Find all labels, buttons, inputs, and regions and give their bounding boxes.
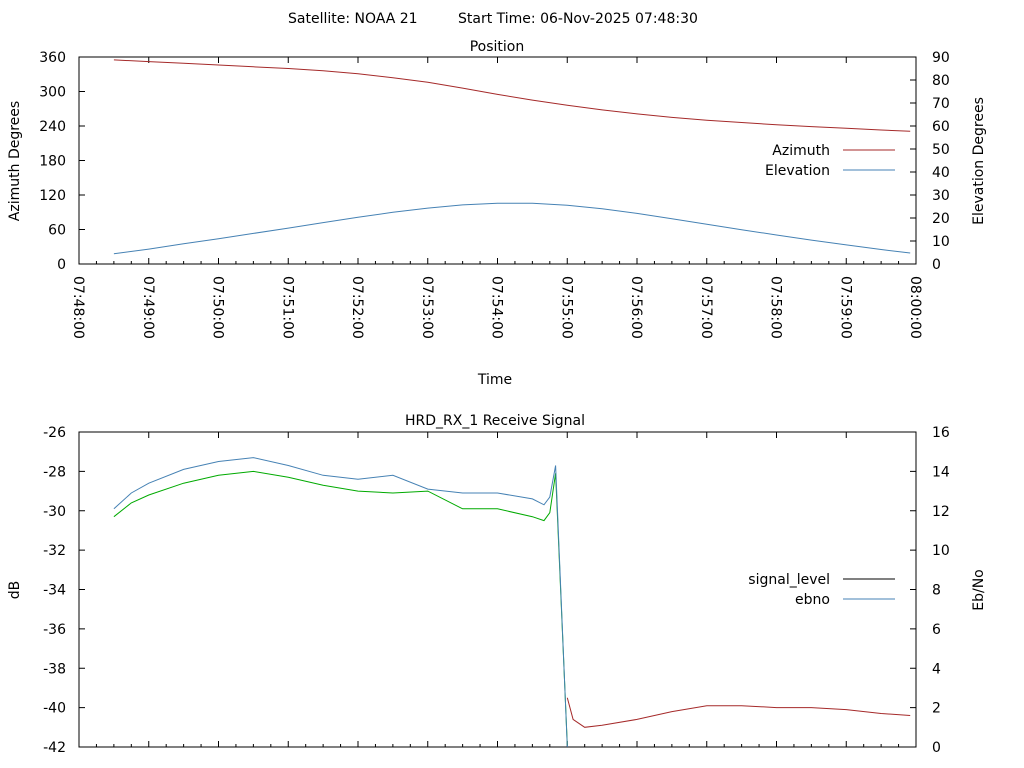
x-tick-label: 07:58:00 [768,276,784,339]
satellite-label: Satellite: NOAA 21 [288,11,418,27]
y-left-tick-label: 360 [39,50,66,66]
position-plot-frame [78,56,917,265]
y-right-tick-label: 8 [932,583,941,599]
receive-signal-plot-frame [78,431,917,748]
x-tick-label: 07:52:00 [349,276,365,339]
azimuth-line [113,59,911,132]
receive-signal-chart-title: HRD_RX_1 Receive Signal [405,413,585,429]
position-chart-title: Position [470,39,525,55]
y-right-tick-label: 0 [932,740,941,756]
x-tick-label: 07:56:00 [628,276,644,339]
y-left-tick-label: 60 [48,223,66,239]
y-right-tick-label: 14 [932,464,950,480]
position-chart: Position Azimuth Degrees Elevation Degre… [7,39,987,388]
db-axis-label: dB [7,581,23,600]
y-left-tick-label: -26 [43,425,66,441]
start-time-label: Start Time: 06-Nov-2025 07:48:30 [458,11,698,27]
legend-label-azimuth: Azimuth [772,143,830,159]
x-tick-label: 07:51:00 [279,276,295,339]
ebno-line [113,457,568,748]
elevation-axis-label: Elevation Degrees [971,97,987,225]
x-tick-label: 07:53:00 [419,276,435,339]
y-right-tick-label: 90 [932,50,950,66]
position-legend: Azimuth Elevation [765,143,895,179]
y-right-tick-label: 16 [932,425,950,441]
y-right-tick-label: 10 [932,234,950,250]
y-left-tick-label: -32 [43,543,66,559]
azimuth-axis-label: Azimuth Degrees [7,101,23,221]
x-tick-label: 07:55:00 [558,276,574,339]
y-left-tick-label: 0 [57,257,66,273]
x-tick-label: 07:48:00 [70,276,86,339]
time-axis-label: Time [477,372,512,388]
y-left-tick-label: 120 [39,188,66,204]
x-tick-label: 07:59:00 [837,276,853,339]
y-right-tick-label: 6 [932,622,941,638]
y-left-tick-label: -34 [43,583,66,599]
elevation-line [113,202,911,255]
y-left-tick-label: -30 [43,504,66,520]
y-right-tick-label: 60 [932,119,950,135]
y-left-tick-label: -28 [43,464,66,480]
signal-level-line-segment-1 [566,697,911,728]
receive-signal-axis-ticks: -42 -40 -38 -36 -34 -32 -30 -28 -26 0 2 4 6 8 10 12 14 16 [43,425,950,756]
y-right-tick-label: 80 [932,73,950,89]
y-left-tick-label: -36 [43,622,66,638]
legend-label-ebno: ebno [795,592,830,608]
y-right-tick-label: 12 [932,504,950,520]
x-tick-label: 07:49:00 [140,276,156,339]
position-axis-ticks: 07:48:00 07:49:00 07:50:00 07:51:00 07:52:00… [39,50,950,339]
y-left-tick-label: 300 [39,85,66,101]
y-right-tick-label: 0 [932,257,941,273]
x-tick-label: 07:57:00 [698,276,714,339]
receive-signal-chart: HRD_RX_1 Receive Signal dB Eb/No -42-40-… [7,413,987,756]
x-tick-label: 07:50:00 [210,276,226,339]
y-right-tick-label: 50 [932,142,950,158]
y-left-tick-label: -40 [43,701,66,717]
y-right-tick-label: 20 [932,211,950,227]
ebno-axis-label: Eb/No [971,569,987,611]
x-tick-label: 08:00:00 [907,276,923,339]
y-right-tick-label: 10 [932,543,950,559]
legend-label-signal-level: signal_level [748,572,830,588]
position-series [113,59,911,255]
y-right-tick-label: 40 [932,165,950,181]
y-right-tick-label: 4 [932,661,941,677]
y-right-tick-label: 2 [932,701,941,717]
y-left-tick-label: 240 [39,119,66,135]
y-right-tick-label: 30 [932,188,950,204]
y-left-tick-label: -38 [43,661,66,677]
y-right-tick-label: 70 [932,96,950,112]
receive-signal-series [113,457,911,748]
x-tick-label: 07:54:00 [489,276,505,339]
legend-label-elevation: Elevation [765,163,830,179]
y-left-tick-label: 180 [39,154,66,170]
y-left-tick-label: -42 [43,740,66,756]
signal-level-line-segment-0 [113,470,568,746]
